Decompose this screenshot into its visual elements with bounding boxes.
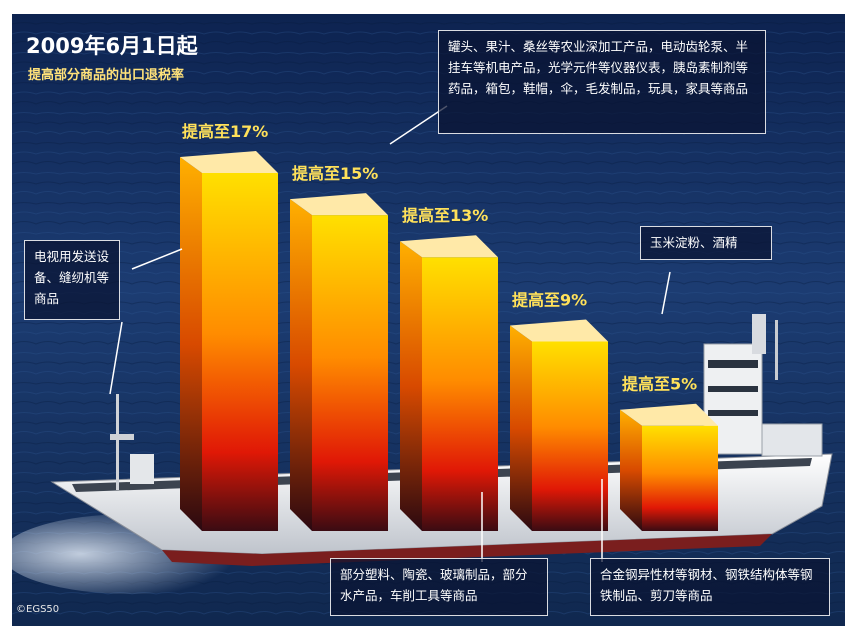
- wave-line: [12, 221, 845, 225]
- bar-top-1: [180, 151, 278, 173]
- bar-top-3: [400, 235, 498, 258]
- note-17-percent: 罐头、果汁、桑丝等农业深加工产品，电动齿轮泵、半挂车等机电产品，光学元件等仪器仪…: [438, 30, 766, 134]
- bar-top-2: [290, 193, 388, 216]
- wave-line: [12, 161, 845, 165]
- wave-line: [12, 172, 845, 175]
- wave-line: [12, 211, 845, 215]
- note-5-percent: 玉米淀粉、酒精: [640, 226, 772, 260]
- note-15-percent: 电视用发送设备、缝纫机等商品: [24, 240, 120, 320]
- bar-side-4: [510, 325, 532, 531]
- bar-label-2: 提高至15%: [292, 164, 378, 183]
- wave-line: [12, 22, 845, 25]
- bar-label-1: 提高至17%: [182, 122, 268, 141]
- bar-label-4: 提高至9%: [512, 290, 587, 309]
- bar-group: [180, 151, 718, 531]
- bar-side-1: [180, 157, 202, 531]
- note-9-percent: 合金钢异性材等钢材、钢铁结构体等钢铁制品、剪刀等商品: [590, 558, 830, 616]
- wave-line: [12, 191, 845, 195]
- bar-top-4: [510, 319, 608, 342]
- bar-5: [642, 425, 718, 531]
- note-13-percent: 部分塑料、陶瓷、玻璃制品，部分水产品，车削工具等商品: [330, 558, 548, 616]
- wave-line: [12, 142, 845, 145]
- bar-top-5: [620, 403, 718, 426]
- bar-1: [202, 173, 278, 531]
- bar-side-3: [400, 241, 422, 531]
- bar-label-3: 提高至13%: [402, 206, 488, 225]
- bar-2: [312, 215, 388, 531]
- credit-text: ©EGS50: [16, 604, 60, 615]
- bar-side-2: [290, 199, 312, 531]
- bar-4: [532, 341, 608, 531]
- wave-line: [12, 181, 845, 185]
- bar-3: [422, 257, 498, 531]
- chart-subtitle: 提高部分商品的出口退税率: [28, 68, 185, 83]
- bar-label-group: 提高至17% 提高至15% 提高至13% 提高至9% 提高至5%: [182, 122, 697, 394]
- chart-title: 2009年6月1日起: [26, 34, 198, 58]
- wave-line: [12, 202, 845, 205]
- leader-lines: [109, 105, 671, 562]
- wave-line: [12, 151, 845, 155]
- bar-label-5: 提高至5%: [622, 375, 697, 394]
- bar-side-5: [620, 409, 642, 531]
